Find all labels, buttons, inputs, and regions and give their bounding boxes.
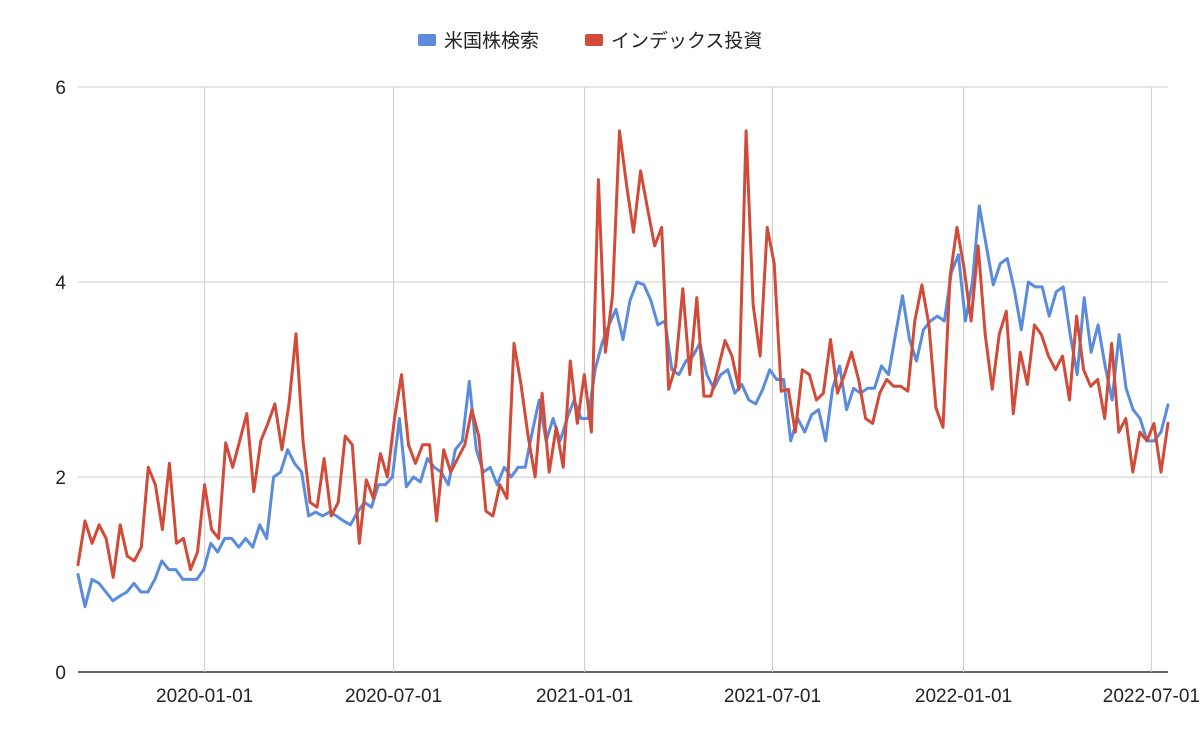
series-lines: [76, 129, 1170, 609]
series-line-1: [76, 129, 1170, 579]
y-axis: 0 2 4 6: [55, 78, 66, 684]
y-tick-label: 6: [55, 78, 66, 99]
series-line-0: [76, 204, 1170, 609]
legend-swatch: [585, 34, 603, 46]
legend-label: インデックス投資: [611, 30, 762, 52]
x-tick-label: 2020-01-01: [156, 686, 253, 707]
x-tick-label: 2022-07-01: [1103, 686, 1200, 707]
y-tick-label: 2: [55, 468, 66, 489]
x-axis: 2020-01-01 2020-07-01 2021-01-01 2021-07-01…: [156, 686, 1200, 707]
y-tick-label: 0: [55, 663, 66, 684]
x-tick-label: 2021-01-01: [536, 686, 633, 707]
legend-swatch: [418, 34, 436, 46]
x-tick-label: 2022-01-01: [915, 686, 1012, 707]
grid: [78, 86, 1168, 673]
x-tick-label: 2021-07-01: [724, 686, 821, 707]
y-tick-label: 4: [55, 273, 66, 294]
x-tick-label: 2020-07-01: [345, 686, 442, 707]
legend: 米国株検索 インデックス投資: [418, 30, 762, 52]
legend-label: 米国株検索: [444, 30, 539, 52]
